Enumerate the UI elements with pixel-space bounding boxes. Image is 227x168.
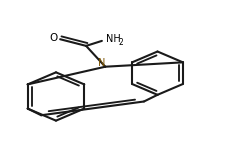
Text: NH: NH <box>106 34 121 44</box>
Text: 2: 2 <box>119 38 123 47</box>
Text: O: O <box>50 33 58 43</box>
Text: N: N <box>98 58 106 68</box>
